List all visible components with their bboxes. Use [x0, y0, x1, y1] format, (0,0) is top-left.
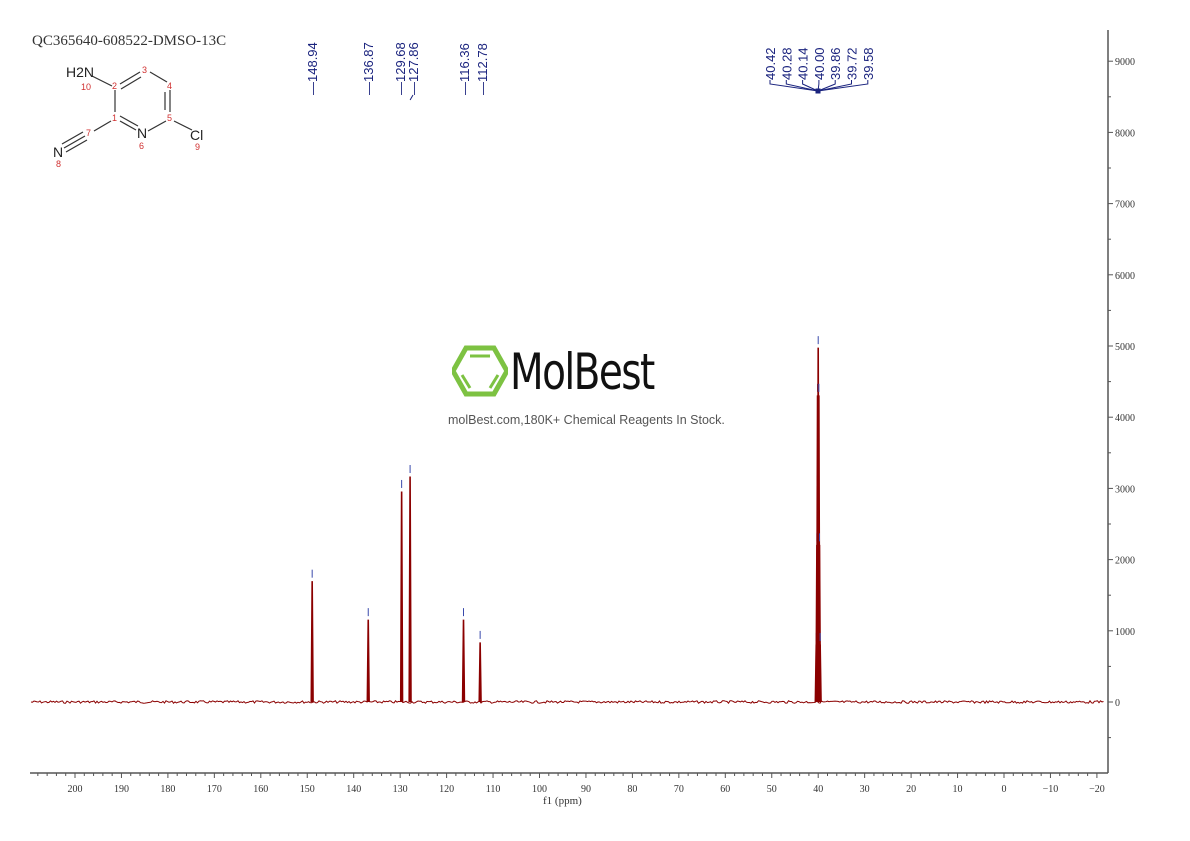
peak-label: 40.42 — [763, 47, 778, 80]
spectrum-peak — [366, 619, 370, 703]
x-tick-label: 50 — [767, 784, 777, 795]
x-tick-label: 170 — [207, 784, 222, 795]
y-tick-label: 5000 — [1115, 342, 1135, 353]
spectrum-peak — [310, 581, 314, 703]
peak-label: —112.78 — [475, 43, 490, 95]
peak-label: 39.86 — [828, 47, 843, 80]
spectrum-peak — [478, 642, 482, 703]
y-tick-label: 1000 — [1115, 627, 1135, 638]
x-tick-label: 200 — [68, 784, 83, 795]
peak-label: —127.86 — [406, 42, 421, 95]
atom-number: 8 — [56, 159, 61, 169]
brand-name: MolBest — [510, 343, 655, 401]
peak-label-junction — [815, 88, 821, 94]
atom-number: 2 — [112, 81, 117, 91]
x-tick-label: 190 — [114, 784, 129, 795]
y-tick-label: 2000 — [1115, 556, 1135, 567]
atom-number: 9 — [195, 142, 200, 152]
atom-number: 4 — [167, 81, 172, 91]
x-tick-label: −10 — [1043, 784, 1059, 795]
x-tick-label: 130 — [393, 784, 408, 795]
peak-label-connector — [409, 94, 414, 101]
peak-label: —148.94 — [305, 42, 320, 95]
spectrum-peak — [461, 619, 466, 703]
atom-number: 10 — [81, 82, 91, 92]
atom-number: 3 — [142, 65, 147, 75]
y-tick-label: 4000 — [1115, 413, 1135, 424]
x-tick-label: 40 — [813, 784, 823, 795]
x-tick-label: 70 — [674, 784, 684, 795]
peak-label: 40.28 — [779, 47, 794, 80]
peak-label-connector — [785, 80, 819, 92]
y-tick-label: 9000 — [1115, 57, 1135, 68]
atom-number: 1 — [112, 113, 117, 123]
peak-label: 39.72 — [845, 47, 860, 80]
peak-label: 39.58 — [861, 47, 876, 80]
spectrum-baseline — [30, 699, 1104, 705]
tagline: molBest.com,180K+ Chemical Reagents In S… — [448, 413, 725, 427]
x-tick-label: 120 — [439, 784, 454, 795]
x-tick-label: 0 — [1002, 784, 1007, 795]
y-tick-label: 8000 — [1115, 128, 1135, 139]
x-tick-label: 10 — [953, 784, 963, 795]
chart-title: QC365640-608522-DMSO-13C — [32, 33, 227, 49]
y-tick-label: 3000 — [1115, 484, 1135, 495]
x-tick-label: 160 — [253, 784, 268, 795]
peak-label-connector — [817, 80, 852, 92]
benzene-logo-icon — [452, 345, 508, 397]
peak-label-connector — [817, 80, 869, 92]
peak-label: 40.00 — [812, 47, 827, 80]
x-tick-label: 110 — [486, 784, 501, 795]
x-tick-label: 80 — [627, 784, 637, 795]
spectrum-peak — [408, 476, 412, 703]
x-tick-label: 100 — [532, 784, 547, 795]
x-tick-label: 30 — [860, 784, 870, 795]
spectrum-peak — [399, 491, 404, 703]
x-tick-label: 20 — [906, 784, 916, 795]
x-tick-label: 140 — [346, 784, 361, 795]
atom-nh2: H2N — [66, 64, 94, 80]
molecule-structure: H2N N N Cl 1 2 3 4 5 6 7 8 9 10 — [53, 64, 203, 169]
x-tick-label: 150 — [300, 784, 315, 795]
peak-label-connector — [802, 80, 819, 92]
atom-number: 5 — [167, 113, 172, 123]
x-tick-label: 60 — [720, 784, 730, 795]
x-axis-label: f1 (ppm) — [543, 795, 582, 807]
peak-label: 40.14 — [796, 47, 811, 80]
x-tick-label: −20 — [1089, 784, 1105, 795]
peak-label: —129.68 — [393, 42, 408, 95]
spectrum-peak — [818, 644, 822, 703]
x-tick-label: 180 — [160, 784, 175, 795]
atom-n8: N — [53, 144, 63, 160]
y-tick-label: 7000 — [1115, 200, 1135, 211]
y-tick-label: 6000 — [1115, 271, 1135, 282]
y-tick-label: 0 — [1115, 698, 1120, 709]
atom-number: 7 — [86, 128, 91, 138]
peak-label-connector — [817, 80, 836, 92]
peak-label-connector — [769, 80, 819, 92]
x-tick-label: 90 — [581, 784, 591, 795]
atom-cl: Cl — [190, 127, 203, 143]
peak-label: —116.36 — [457, 43, 472, 95]
atom-number: 6 — [139, 141, 144, 151]
atom-n6: N — [137, 125, 147, 141]
peak-label: —136.87 — [361, 42, 376, 95]
